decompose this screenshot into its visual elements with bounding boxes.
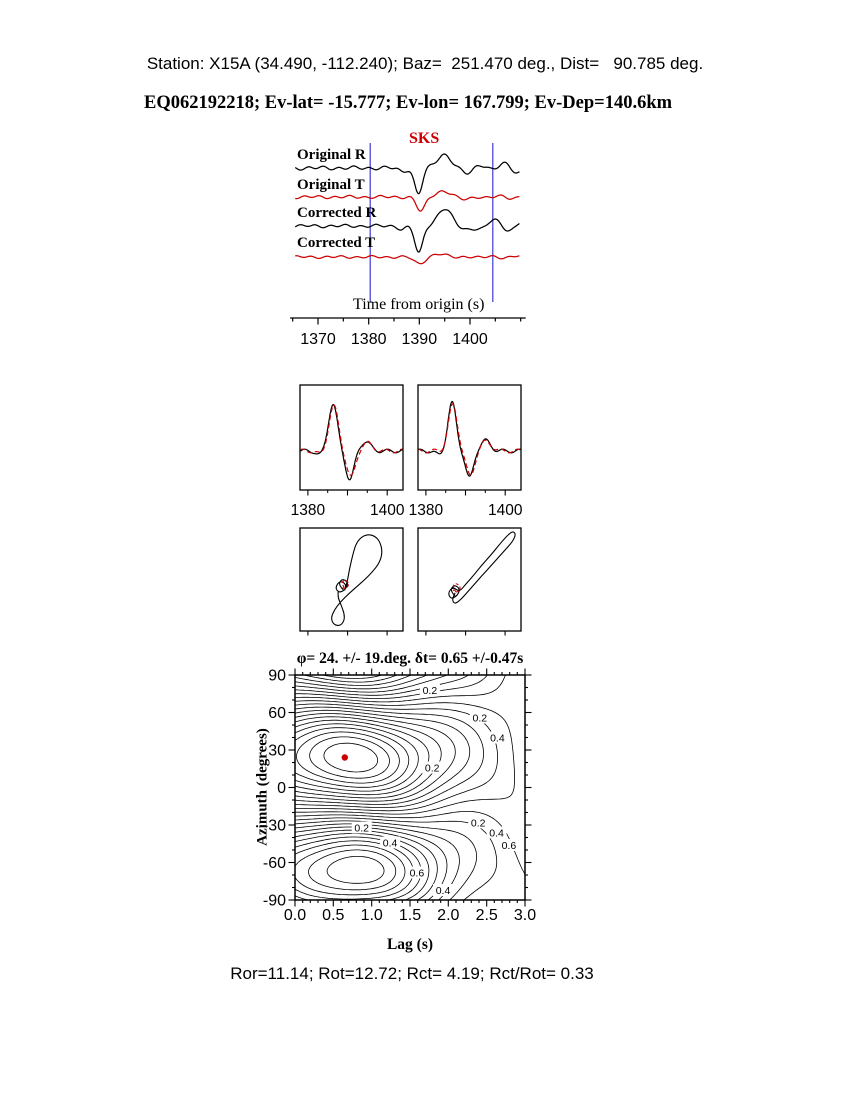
svg-text:-90: -90 (263, 893, 286, 910)
svg-text:2.5: 2.5 (476, 907, 498, 924)
svg-text:0.0: 0.0 (284, 907, 306, 924)
trace-label-original-r: Original R (297, 147, 366, 163)
trace-label-original-t: Original T (297, 177, 365, 193)
svg-text:1400: 1400 (370, 502, 405, 519)
svg-text:1390: 1390 (402, 331, 438, 348)
svg-text:0.6: 0.6 (410, 868, 425, 880)
trace-label-corrected-t: Corrected T (297, 235, 376, 251)
svg-text:1380: 1380 (291, 502, 326, 519)
time-axis-label: Time from origin (s) (353, 296, 485, 313)
svg-text:1.5: 1.5 (399, 907, 421, 924)
svg-text:0.6: 0.6 (502, 840, 517, 852)
svg-text:0.2: 0.2 (471, 818, 486, 830)
svg-text:0.4: 0.4 (383, 838, 398, 850)
svg-text:-30: -30 (263, 818, 286, 835)
svg-text:0.4: 0.4 (436, 885, 451, 897)
lag-axis-label: Lag (s) (386, 936, 434, 953)
svg-text:1370: 1370 (300, 331, 336, 348)
trace-label-corrected-r: Corrected R (297, 205, 377, 221)
svg-text:0.4: 0.4 (489, 828, 504, 840)
svg-text:0.4: 0.4 (490, 733, 505, 745)
svg-text:60: 60 (268, 705, 286, 722)
svg-text:0.2: 0.2 (423, 685, 438, 697)
svg-text:0.2: 0.2 (354, 823, 369, 835)
svg-text:-60: -60 (263, 855, 286, 872)
svg-text:2.0: 2.0 (437, 907, 459, 924)
azimuth-axis-label: Azimuth (degrees) (254, 728, 271, 846)
svg-text:1380: 1380 (351, 331, 387, 348)
svg-text:0: 0 (277, 780, 286, 797)
svg-text:0.2: 0.2 (472, 713, 487, 725)
event-title: EQ062192218; Ev-lat= -15.777; Ev-lon= 16… (143, 93, 673, 113)
svg-text:1400: 1400 (452, 331, 488, 348)
phase-label-sks: SKS (409, 130, 440, 147)
svg-text:0.5: 0.5 (322, 907, 344, 924)
svg-text:30: 30 (268, 743, 286, 760)
splitting-result-title: φ= 24. +/- 19.deg. δt= 0.65 +/-0.47s (296, 650, 524, 667)
svg-text:3.0: 3.0 (514, 907, 536, 924)
svg-text:90: 90 (268, 668, 286, 685)
svg-text:0.2: 0.2 (425, 763, 440, 775)
svg-text:1380: 1380 (409, 502, 444, 519)
energy-ratio-stats: Ror=11.14; Rot=12.72; Rct= 4.19; Rct/Rot… (230, 964, 594, 983)
svg-text:1400: 1400 (488, 502, 523, 519)
station-title: Station: X15A (34.490, -112.240); Baz= 2… (146, 54, 704, 73)
svg-text:1.0: 1.0 (361, 907, 383, 924)
